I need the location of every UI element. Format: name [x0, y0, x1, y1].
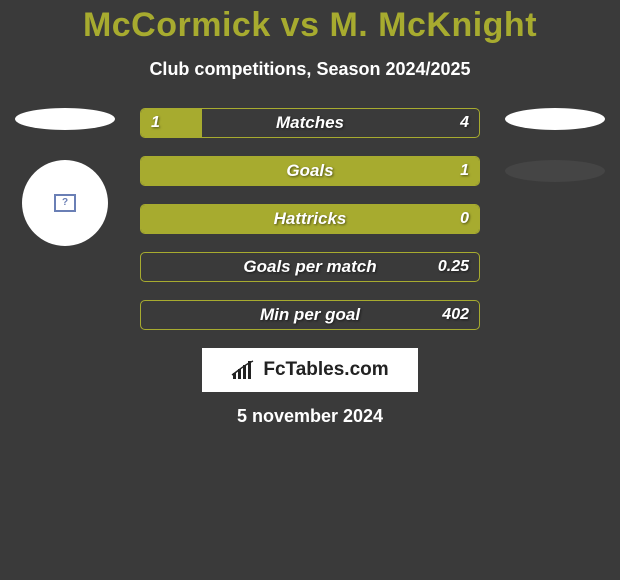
stat-bar: Hattricks0 [140, 204, 480, 234]
stat-bar: Goals1 [140, 156, 480, 186]
bar-label: Min per goal [141, 301, 479, 329]
subtitle: Club competitions, Season 2024/2025 [0, 59, 620, 80]
stat-bars: Matches14Goals1Hattricks0Goals per match… [140, 108, 480, 330]
bar-value-left: 1 [151, 109, 160, 137]
date-label: 5 november 2024 [0, 406, 620, 427]
bar-label: Hattricks [141, 205, 479, 233]
comparison-panel: McCormick vs M. McKnight Club competitio… [0, 6, 620, 427]
player-right-club-placeholder [505, 160, 605, 182]
brand-text: FcTables.com [263, 359, 388, 381]
player-right-avatar-placeholder [505, 108, 605, 130]
stat-bar: Matches1 4 [140, 108, 480, 138]
bar-label: Matches [141, 109, 479, 137]
bar-value-right: 0 [460, 205, 469, 233]
bar-value-right: 1 [460, 157, 469, 185]
bar-chart-icon [231, 359, 257, 381]
unknown-badge-icon: ? [54, 194, 76, 212]
player-left-column: ? [0, 108, 130, 246]
bar-value-right: 402 [442, 301, 469, 329]
bar-value-right: 4 [460, 109, 469, 137]
stat-bar: Goals per match0.25 [140, 252, 480, 282]
content-area: ? Matches14Goals1Hattricks0Goals per mat… [0, 108, 620, 427]
bar-label: Goals per match [141, 253, 479, 281]
player-left-avatar-placeholder [15, 108, 115, 130]
stat-bar: Min per goal402 [140, 300, 480, 330]
page-title: McCormick vs M. McKnight [0, 6, 620, 45]
player-right-column [490, 108, 620, 182]
player-left-club-badge: ? [22, 160, 108, 246]
bar-value-right: 0.25 [438, 253, 469, 281]
bar-label: Goals [141, 157, 479, 185]
brand-watermark: FcTables.com [202, 348, 418, 392]
